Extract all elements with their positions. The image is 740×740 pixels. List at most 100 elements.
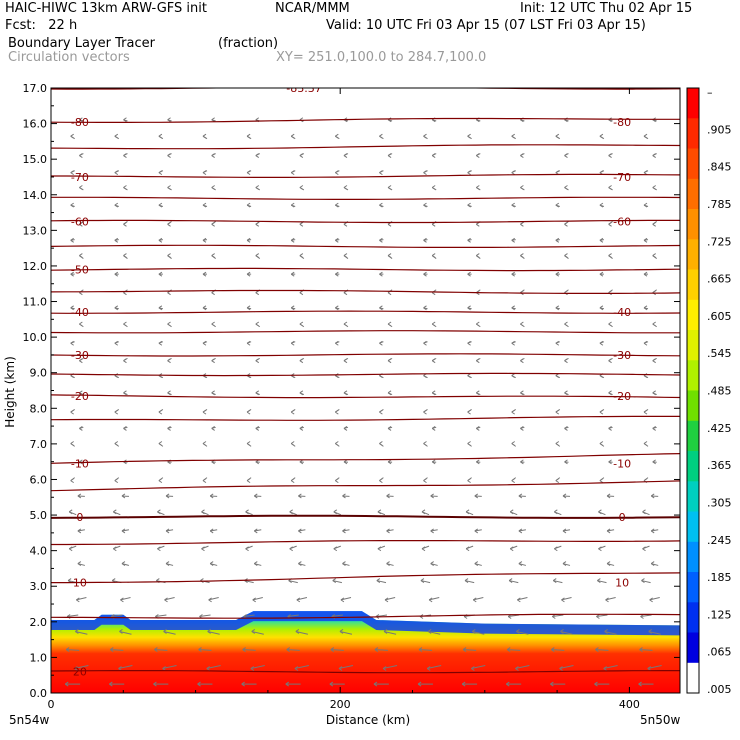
wind-vector [197, 681, 213, 687]
wind-vector [423, 133, 428, 140]
contour-line [51, 144, 680, 150]
wind-vector [511, 305, 516, 311]
wind-vector [167, 390, 172, 396]
wind-vector [330, 647, 344, 652]
wind-vector [474, 528, 482, 534]
wind-vector [158, 441, 164, 447]
contour-label: -70 [613, 171, 631, 184]
wind-vector [511, 202, 516, 208]
wind-vector [608, 459, 613, 465]
wind-vector [114, 170, 120, 176]
wind-vector [598, 509, 606, 516]
wind-vector [245, 509, 253, 516]
wind-vector [123, 321, 128, 328]
contour-label: 10 [615, 577, 629, 590]
wind-vector [476, 185, 481, 191]
wind-vector [299, 459, 304, 465]
wind-vector [387, 253, 393, 259]
contour-label: -60 [613, 215, 631, 228]
temperature-contours [51, 88, 680, 674]
wind-vector [511, 133, 516, 140]
wind-vector [520, 153, 525, 158]
wind-vector [474, 561, 482, 567]
wind-vector [340, 597, 352, 603]
wind-vector [555, 477, 561, 484]
wind-vector [423, 441, 428, 447]
x-axis: 0 200 400 [48, 88, 640, 711]
wind-vector [652, 459, 657, 465]
wind-vector [211, 221, 216, 227]
wind-vector [246, 305, 252, 311]
wind-vector [158, 202, 164, 208]
colorbar-swatch [687, 88, 699, 119]
contour-line [51, 267, 680, 272]
wind-vector [157, 545, 165, 552]
wind-vector [643, 133, 649, 140]
wind-vector [158, 271, 163, 277]
wind-vector [123, 425, 128, 431]
wind-vector [296, 597, 308, 603]
wind-vector [246, 237, 252, 243]
wind-vector [211, 153, 216, 158]
wind-vector [652, 153, 657, 158]
wind-vector [202, 237, 208, 243]
wind-vector [386, 493, 394, 499]
wind-vector [167, 117, 172, 123]
wind-vector [79, 321, 84, 328]
x-tick-label: 0 [48, 698, 55, 711]
contour-line [51, 572, 680, 584]
contour-line [51, 196, 680, 200]
wind-vector [110, 647, 124, 652]
wind-vector [476, 425, 481, 431]
colorbar-frame [686, 87, 700, 694]
wind-vector [377, 545, 386, 552]
wind-vector [555, 305, 560, 311]
wind-vector [209, 561, 218, 567]
colorbar-swatch [687, 420, 699, 452]
colorbar-label: .185 [707, 571, 732, 584]
colorbar-label: .725 [707, 235, 732, 248]
y-axis: 0.0 1.0 2.0 3.0 4.0 5.0 6.0 7.0 8.0 9.0 10.0 11.0 12… [23, 82, 680, 700]
wind-vector [211, 253, 216, 259]
wind-vector [209, 528, 218, 534]
contour-label: -20 [71, 390, 89, 403]
wind-vector [153, 681, 169, 687]
wind-vector [255, 253, 261, 259]
wind-vector [79, 221, 84, 227]
wind-vector [652, 221, 657, 227]
colorbar-label: .425 [707, 422, 732, 435]
wind-vector [202, 409, 208, 415]
y-tick-label: 2.0 [30, 616, 48, 629]
wind-vector [643, 340, 649, 346]
wind-vector [242, 647, 256, 652]
wind-vector [511, 441, 517, 447]
wind-vector [608, 221, 613, 227]
y-tick-label: 13.0 [23, 224, 48, 237]
wind-vector [640, 614, 652, 619]
wind-vector [599, 237, 604, 243]
x-tick-label: 400 [619, 698, 640, 711]
wind-vector [209, 493, 218, 499]
wind-vector [75, 629, 88, 635]
wind-vector [299, 253, 305, 259]
wind-vector [246, 340, 252, 346]
contour-line [51, 353, 680, 357]
wind-vector [165, 493, 174, 499]
wind-vector [467, 409, 472, 415]
wind-vector [461, 681, 478, 687]
wind-vector [595, 647, 609, 652]
colorbar-label: .065 [707, 646, 732, 659]
wind-vector [564, 153, 569, 158]
init-time: Init: 12 UTC Thu 02 Apr 15 [520, 1, 693, 16]
wind-vector [387, 357, 393, 364]
wind-vector [299, 425, 305, 431]
wind-vector [343, 425, 349, 431]
wind-vector [167, 357, 172, 364]
wind-vector [431, 357, 437, 364]
x-left-endpoint: 5n54w [9, 713, 50, 727]
wind-vector [246, 271, 252, 277]
wind-vector [70, 170, 75, 176]
wind-vector [207, 629, 220, 635]
wind-vector [652, 390, 657, 396]
wind-vector [431, 153, 437, 158]
